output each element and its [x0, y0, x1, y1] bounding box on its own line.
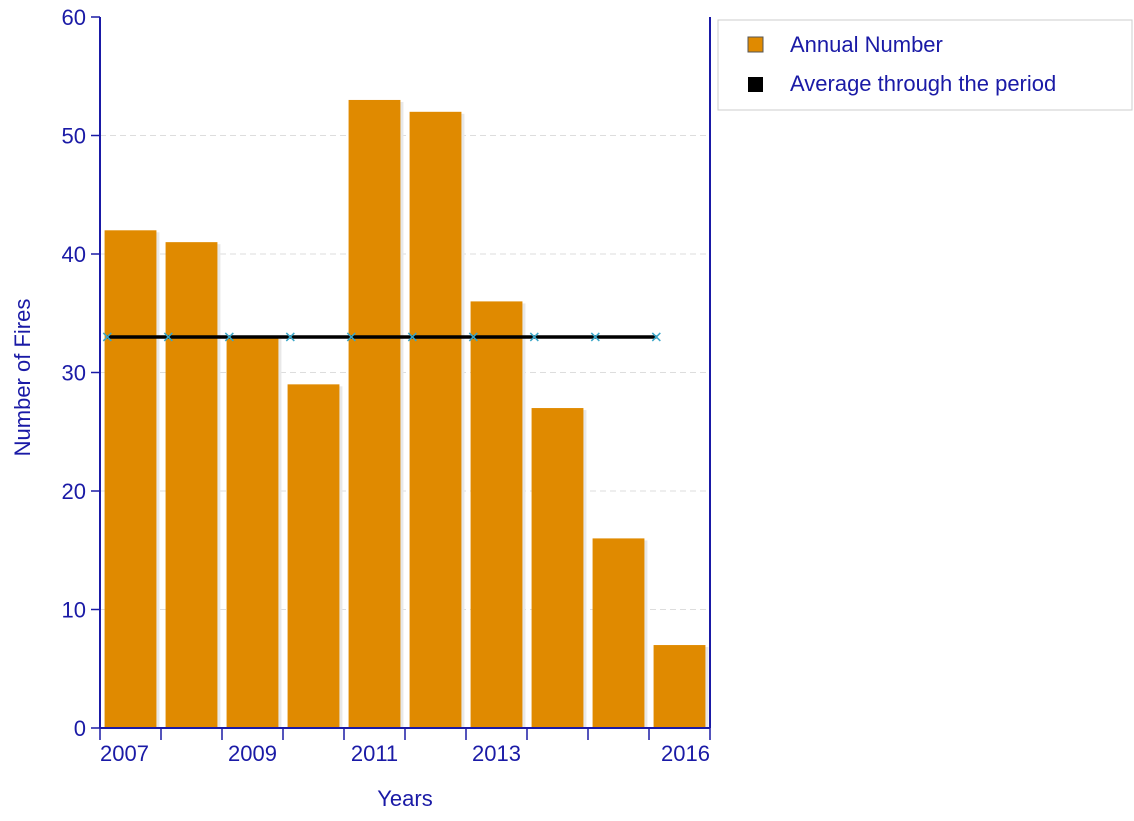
x-tick-label-2013: 2013: [472, 741, 521, 766]
y-axis-title: Number of Fires: [10, 299, 35, 457]
average-marker-stroke-b: [468, 332, 478, 342]
x-tick-label-2011: 2011: [351, 741, 398, 766]
bar-2010: [287, 384, 340, 728]
bar-2011: [348, 99, 401, 728]
bar-2007: [104, 230, 157, 729]
average-marker-2012: [407, 332, 417, 342]
average-marker-stroke-b: [163, 332, 173, 342]
y-tick-label-20: 20: [62, 479, 86, 504]
y-tick-label-10: 10: [62, 598, 86, 623]
average-marker-stroke-b: [590, 332, 600, 342]
average-marker-2009: [224, 332, 234, 342]
x-axis-ticks: 2007 2009 2011 2013 2016: [99, 728, 711, 766]
average-marker-2011: [346, 332, 356, 342]
bar-2015: [592, 538, 645, 728]
average-marker-2013: [468, 332, 478, 342]
y-tick-label-0: 0: [74, 716, 86, 741]
average-marker-stroke-b: [407, 332, 417, 342]
average-marker-2016: [651, 332, 661, 342]
x-tick-label-2009: 2009: [228, 741, 277, 766]
x-tick-label-2007: 2007: [100, 741, 149, 766]
average-marker-2010: [285, 332, 295, 342]
y-tick-label-30: 30: [62, 361, 86, 386]
average-marker-stroke-b: [102, 332, 112, 342]
x-tick-label-2016: 2016: [661, 741, 710, 766]
legend-swatch-average: [748, 77, 763, 92]
average-series: [102, 332, 661, 342]
bar-2008: [165, 242, 218, 728]
average-marker-stroke-b: [224, 332, 234, 342]
legend-label-average: Average through the period: [790, 71, 1056, 96]
bar-2012: [409, 111, 462, 729]
average-marker-2015: [590, 332, 600, 342]
average-marker-stroke-b: [651, 332, 661, 342]
y-tick-label-40: 40: [62, 242, 86, 267]
average-marker-2007: [102, 332, 112, 342]
legend: Annual Number Average through the period: [717, 19, 1133, 111]
bar-2016: [653, 645, 706, 728]
average-marker-stroke-b: [529, 332, 539, 342]
y-axis-ticks: 0 10 20 30 40 50 60: [62, 5, 100, 741]
bar-series: [104, 99, 709, 729]
average-marker-stroke-b: [285, 332, 295, 342]
y-tick-label-50: 50: [62, 124, 86, 149]
average-marker-stroke-b: [346, 332, 356, 342]
legend-label-annual-number: Annual Number: [790, 32, 943, 57]
x-axis-title: Years: [377, 786, 432, 811]
bar-2009: [226, 336, 279, 728]
bar-2014: [531, 408, 584, 728]
legend-swatch-annual-number: [747, 36, 764, 53]
average-marker-2014: [529, 332, 539, 342]
bar-2013: [470, 301, 523, 728]
y-tick-label-60: 60: [62, 5, 86, 30]
legend-frame: [717, 19, 1133, 111]
average-marker-2008: [163, 332, 173, 342]
